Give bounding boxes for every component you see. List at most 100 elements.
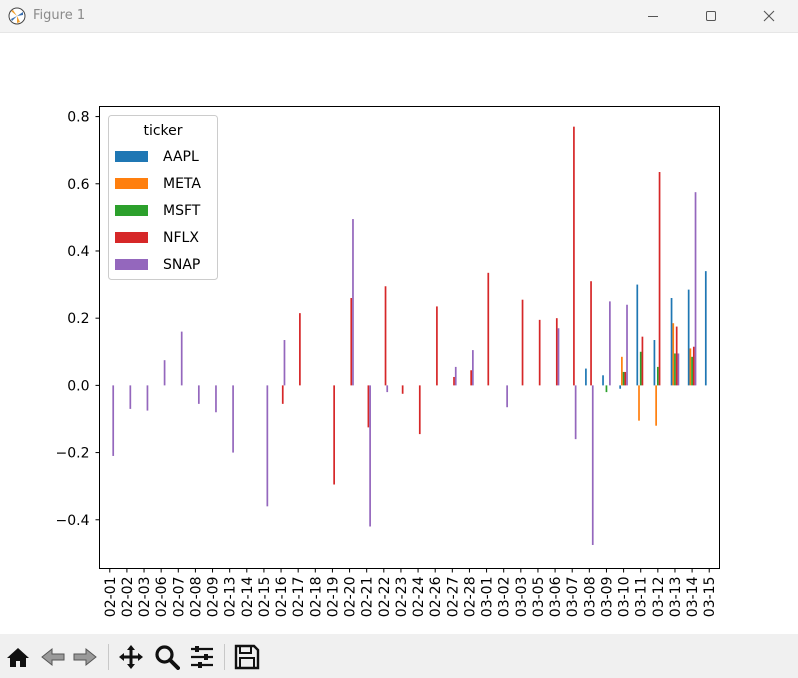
bar-meta-03-14 bbox=[689, 348, 692, 386]
legend-swatch-msft bbox=[115, 205, 148, 216]
y-tick-label: 0.0 bbox=[67, 378, 89, 394]
bar-nflx-02-17 bbox=[299, 313, 301, 386]
bar-snap-02-07 bbox=[180, 331, 183, 386]
bar-snap-02-13 bbox=[232, 385, 234, 453]
minimize-button[interactable] bbox=[624, 0, 682, 32]
bar-msft-03-10 bbox=[622, 371, 625, 386]
x-tick-label: 02-03 bbox=[137, 577, 153, 618]
bar-snap-02-03 bbox=[146, 385, 149, 411]
navigation-toolbar bbox=[0, 634, 798, 678]
minimize-icon bbox=[648, 16, 658, 17]
bar-nflx-03-05 bbox=[538, 319, 541, 386]
x-tick-label: 02-19 bbox=[325, 577, 341, 618]
y-tick-label: 0.2 bbox=[67, 311, 89, 327]
pan-icon bbox=[119, 645, 143, 669]
bar-snap-02-20 bbox=[352, 219, 354, 386]
x-tick-label: 02-15 bbox=[257, 577, 273, 618]
x-tick-label: 02-26 bbox=[428, 576, 444, 617]
zoom-button[interactable] bbox=[154, 644, 180, 670]
figure-canvas: −0.4 −0.2 0.0 0.2 0.4 0.6 0.8 02-01 02-02 02-03 0… bbox=[0, 33, 798, 633]
save-button[interactable] bbox=[234, 644, 260, 670]
bar-nflx-03-12 bbox=[658, 172, 661, 386]
home-button[interactable] bbox=[5, 644, 31, 670]
x-tick-label: 02-28 bbox=[462, 577, 478, 618]
bar-aapl-03-09 bbox=[602, 375, 604, 386]
back-icon bbox=[41, 647, 65, 667]
bar-msft-03-12 bbox=[656, 366, 659, 386]
x-tick-label: 02-20 bbox=[343, 577, 359, 618]
forward-icon bbox=[73, 647, 97, 667]
x-tick-label: 02-18 bbox=[308, 577, 324, 618]
bar-snap-02-16 bbox=[283, 340, 286, 386]
x-tick-label: 02-08 bbox=[188, 577, 204, 618]
maximize-icon bbox=[706, 11, 716, 21]
bar-nflx-02-24 bbox=[418, 385, 421, 435]
bar-nflx-02-16 bbox=[281, 385, 284, 404]
bar-chart: −0.4−0.20.00.20.40.60.8 02-01 02-02 02-03 0… bbox=[56, 106, 720, 618]
x-tick-label: 03-07 bbox=[565, 577, 581, 618]
bar-snap-02-08 bbox=[197, 385, 200, 404]
y-tick-label: −0.4 bbox=[56, 513, 90, 529]
x-tick-label: 02-27 bbox=[445, 577, 461, 618]
maximize-button[interactable] bbox=[682, 0, 740, 32]
x-tick-label: 03-06 bbox=[548, 576, 564, 617]
bar-nflx-03-03 bbox=[521, 299, 524, 386]
toolbar-separator bbox=[108, 644, 109, 670]
x-tick-label: 02-06 bbox=[154, 576, 170, 617]
configure-subplots-button[interactable] bbox=[189, 644, 215, 670]
save-icon bbox=[234, 644, 260, 670]
x-tick-label: 03-13 bbox=[668, 577, 684, 618]
bar-meta-03-13 bbox=[672, 323, 675, 386]
toolbar-separator bbox=[224, 644, 225, 670]
forward-button[interactable] bbox=[72, 644, 98, 670]
bar-aapl-03-10 bbox=[619, 385, 622, 389]
x-tick-label: 02-22 bbox=[377, 577, 393, 618]
x-tick-label: 03-14 bbox=[685, 576, 701, 617]
x-tick-label: 02-23 bbox=[394, 577, 410, 618]
configure-icon bbox=[191, 646, 213, 668]
bar-nflx-03-14 bbox=[692, 346, 695, 386]
bar-nflx-03-11 bbox=[641, 336, 644, 386]
legend-swatch-nflx bbox=[115, 232, 148, 243]
close-icon bbox=[763, 10, 775, 22]
y-tick-label: 0.4 bbox=[67, 244, 89, 260]
bar-snap-02-02 bbox=[129, 385, 132, 409]
bar-aapl-03-11 bbox=[636, 284, 639, 386]
pan-button[interactable] bbox=[118, 644, 144, 670]
bar-snap-03-14 bbox=[694, 192, 697, 386]
y-tick-label: −0.2 bbox=[56, 446, 90, 462]
x-tick-label: 03-11 bbox=[634, 577, 650, 618]
bar-snap-02-01 bbox=[112, 385, 115, 456]
bar-nflx-03-13 bbox=[675, 326, 678, 386]
bar-meta-03-11 bbox=[638, 385, 640, 421]
bar-nflx-02-19 bbox=[333, 385, 335, 485]
bar-snap-02-06 bbox=[163, 360, 166, 386]
bar-snap-03-13 bbox=[677, 353, 680, 386]
bar-snap-03-08 bbox=[591, 385, 594, 545]
bar-msft-03-11 bbox=[639, 351, 642, 386]
bar-snap-03-07 bbox=[574, 385, 577, 440]
legend: ticker AAPL META MSFT NFLX SNAP bbox=[108, 115, 218, 280]
legend-swatch-meta bbox=[115, 178, 148, 189]
bar-msft-03-13 bbox=[674, 353, 676, 386]
y-tick-label: 0.8 bbox=[67, 110, 89, 126]
bar-msft-03-09 bbox=[605, 385, 608, 393]
bar-nflx-02-23 bbox=[401, 385, 404, 394]
x-tick-label: 02-07 bbox=[171, 577, 187, 618]
close-button[interactable] bbox=[740, 0, 798, 32]
x-tick-label: 02-16 bbox=[274, 576, 290, 617]
back-button[interactable] bbox=[40, 644, 66, 670]
bar-snap-03-02 bbox=[506, 385, 508, 408]
bar-snap-03-10 bbox=[626, 304, 628, 386]
bar-aapl-03-14 bbox=[687, 289, 690, 386]
x-tick-label: 02-17 bbox=[291, 577, 307, 618]
bar-snap-02-22 bbox=[386, 385, 389, 393]
bar-nflx-02-22 bbox=[384, 286, 387, 386]
matplotlib-app-icon bbox=[8, 7, 26, 25]
bar-nflx-02-21 bbox=[367, 385, 370, 428]
x-tick-label: 03-01 bbox=[480, 577, 496, 618]
x-tick-label: 03-10 bbox=[617, 577, 633, 618]
legend-label-meta: META bbox=[163, 176, 201, 192]
x-tick-label: 03-05 bbox=[531, 577, 547, 618]
bar-meta-03-12 bbox=[655, 385, 657, 426]
